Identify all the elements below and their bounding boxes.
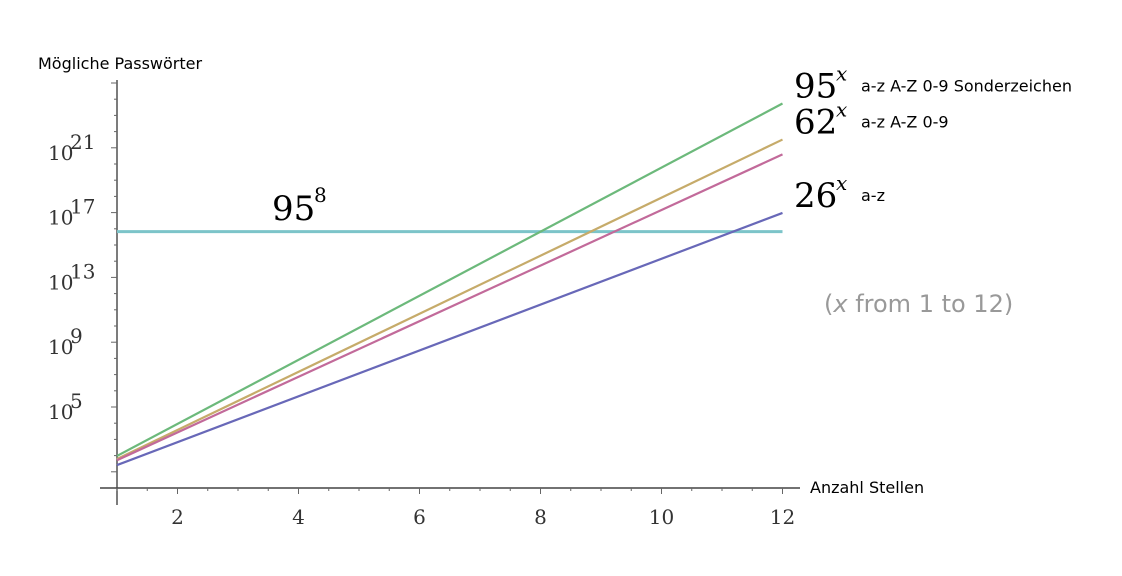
x-tick-label: 2 <box>171 505 184 529</box>
y-tick-label: 109 <box>48 324 83 359</box>
svg-text:10: 10 <box>48 141 73 165</box>
svg-text:17: 17 <box>70 195 95 219</box>
reference-line-label: 958 <box>272 183 327 229</box>
y-axis-title: Mögliche Passwörter <box>38 54 202 73</box>
svg-text:x: x <box>836 98 847 122</box>
svg-text:9: 9 <box>70 324 83 348</box>
svg-text:26: 26 <box>794 176 837 216</box>
reference-line-group: 958 <box>117 183 783 234</box>
series-description: a-z A-Z 0-9 Sonderzeichen <box>861 77 1072 96</box>
svg-text:21: 21 <box>70 130 95 154</box>
series-label: 95x a-z A-Z 0-9 Sonderzeichen <box>794 62 1072 107</box>
svg-text:95: 95 <box>272 189 315 229</box>
svg-text:10: 10 <box>48 400 73 424</box>
x-axis-title: Anzahl Stellen <box>810 478 924 497</box>
y-tick-label: 105 <box>48 389 83 424</box>
x-tick-label: 4 <box>292 505 305 529</box>
svg-text:5: 5 <box>70 389 83 413</box>
series-line <box>116 153 783 462</box>
x-tick-label: 8 <box>534 505 547 529</box>
svg-text:62: 62 <box>794 103 837 143</box>
x-axis-ticks: 2 4 6 8 10 12 <box>171 505 795 529</box>
svg-text:x: x <box>836 171 847 195</box>
series-label: 26x a-z <box>794 171 885 216</box>
axes <box>100 80 800 505</box>
x-tick-label: 6 <box>413 505 426 529</box>
svg-text:x: x <box>836 62 847 86</box>
series-line <box>116 211 783 467</box>
svg-text:95: 95 <box>794 67 837 107</box>
series-label: 62x a-z A-Z 0-9 <box>794 98 949 143</box>
svg-text:8: 8 <box>314 183 327 207</box>
series-description: a-z <box>861 186 885 205</box>
svg-text:10: 10 <box>48 335 73 359</box>
series-line <box>116 138 783 460</box>
series-description: a-z A-Z 0-9 <box>861 113 949 132</box>
x-tick-label: 10 <box>649 505 674 529</box>
series-lines <box>116 102 784 467</box>
range-annotation: (x from 1 to 12) <box>824 290 1013 318</box>
x-tick-label: 12 <box>770 505 795 529</box>
svg-text:13: 13 <box>70 259 95 283</box>
svg-text:10: 10 <box>48 206 73 230</box>
svg-text:10: 10 <box>48 270 73 294</box>
series-line <box>116 102 784 457</box>
